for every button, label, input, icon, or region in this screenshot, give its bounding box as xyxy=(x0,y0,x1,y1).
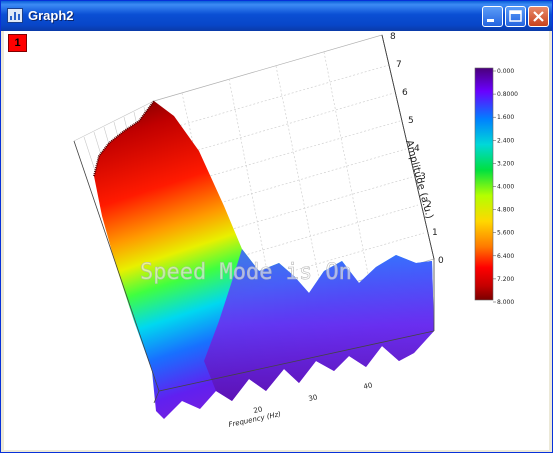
z-tick-5: 5 xyxy=(408,116,414,126)
close-icon xyxy=(533,11,544,22)
z-tick-2: 2 xyxy=(426,200,432,210)
window-title: Graph2 xyxy=(28,8,74,23)
z-tick-1: 1 xyxy=(432,228,438,238)
speed-mode-watermark: Speed Mode is On xyxy=(140,260,352,285)
colorbar-label: 7.200 xyxy=(497,276,514,283)
colorbar-label: 6.400 xyxy=(497,253,514,260)
minimize-icon xyxy=(487,19,494,22)
colorbar-label: 4.800 xyxy=(497,207,514,214)
colorbar-label: 0.8000 xyxy=(497,91,518,98)
colorbar-label: 4.000 xyxy=(497,184,514,191)
maximize-button[interactable] xyxy=(505,6,526,27)
z-tick-0: 0 xyxy=(438,256,444,266)
z-tick-3: 3 xyxy=(420,172,426,182)
layer-badge[interactable]: 1 xyxy=(8,34,27,52)
colorbar-label: 1.600 xyxy=(497,114,514,121)
colorbar-label: 3.200 xyxy=(497,160,514,167)
colorbar-label: 0.000 xyxy=(497,68,514,75)
x-tick-1: 30 xyxy=(308,393,318,403)
z-axis: 0 1 2 3 4 5 6 7 8 Amplitude (a.u.) xyxy=(381,32,444,266)
colorbar-label: 5.600 xyxy=(497,230,514,237)
graph-window-icon[interactable] xyxy=(7,8,23,23)
graph-page[interactable]: 1 xyxy=(4,31,549,450)
colorbar-label: 8.000 xyxy=(497,299,514,306)
color-scale[interactable]: 0.000 0.8000 1.600 2.400 3.200 4.000 4.800 5.60… xyxy=(474,67,518,306)
x-tick-0: 20 xyxy=(253,405,263,415)
z-tick-6: 6 xyxy=(402,88,408,98)
colorbar-label: 2.400 xyxy=(497,137,514,144)
z-tick-8: 8 xyxy=(390,32,396,42)
surface-plot[interactable]: 0 1 2 3 4 5 6 7 8 Amplitude (a.u.) 20 30… xyxy=(4,31,549,450)
x-axis: 20 30 40 Frequency (Hz) xyxy=(228,381,373,429)
z-tick-4: 4 xyxy=(414,144,420,154)
title-bar[interactable]: Graph2 xyxy=(1,1,552,31)
close-button[interactable] xyxy=(528,6,549,27)
minimize-button[interactable] xyxy=(482,6,503,27)
surface-body xyxy=(93,100,434,419)
x-tick-2: 40 xyxy=(363,381,373,391)
z-tick-7: 7 xyxy=(396,60,402,70)
maximize-icon xyxy=(509,10,522,22)
